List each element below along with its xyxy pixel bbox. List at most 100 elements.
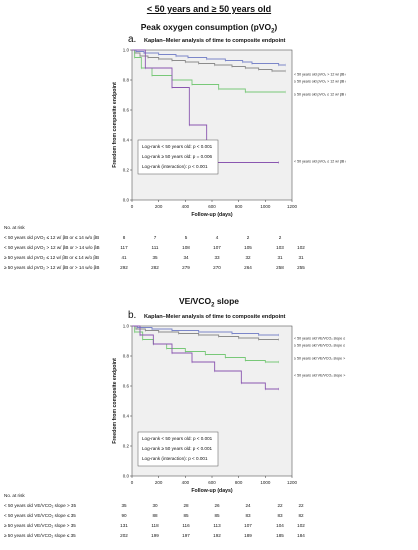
x-tick-label: 200 [155, 480, 163, 485]
logrank-box [137, 139, 219, 175]
series-label-1: < 50 years old pVO₂ > 12 w/ βB or > 14 w… [294, 73, 346, 77]
risk-cell: 192 [213, 533, 221, 538]
risk-cell: 83 [245, 513, 251, 518]
risk-row-label: ≥ 50 years old VE/VCO₂ slope > 35 [4, 523, 76, 528]
risk-cell: 102 [297, 523, 305, 528]
panel-b-title-sub: 2 [211, 302, 215, 309]
risk-cell: 35 [121, 503, 127, 508]
series-label-4: < 50 years old pVO₂ ≤ 12 w/ βB or ≤ 14 w… [294, 160, 346, 164]
x-tick-label: 400 [182, 480, 190, 485]
risk-row-label: < 50 years old VE/VCO₂ slope > 35 [4, 503, 77, 508]
risk-cell: 41 [121, 255, 127, 260]
risk-cell: 2 [278, 235, 282, 240]
x-tick-label: 800 [235, 204, 243, 209]
series-line-2 [132, 49, 286, 72]
risk-cell: 35 [152, 255, 158, 260]
risk-cell: 82 [298, 513, 304, 518]
y-tick-label: 0.6 [123, 384, 130, 389]
logrank-line-1: Log-rank < 50 years old: p < 0.001 [142, 436, 213, 441]
series-label-2: ≥ 50 years old pVO₂ > 12 w/ βB or > 14 w… [294, 80, 346, 84]
panel-b-title-end: slope [214, 296, 240, 306]
x-axis-label: Follow-up (days) [191, 488, 232, 494]
risk-cell: 185 [276, 533, 284, 538]
risk-cell: 28 [183, 503, 189, 508]
x-tick-label: 0 [131, 480, 134, 485]
risk-cell: 199 [151, 533, 159, 538]
logrank-box [137, 431, 219, 467]
x-tick-label: 1000 [260, 204, 271, 209]
risk-cell: 279 [182, 265, 190, 270]
series-label-3: ≥ 50 years old VE/VCO₂ slope > 35 [294, 357, 346, 361]
y-tick-label: 1.0 [123, 324, 130, 329]
risk-cell: 102 [297, 245, 305, 250]
risk-header: No. at risk [4, 493, 25, 498]
risk-row-label: < 50 years old pVO₂ ≤ 12 w/ βB or ≤ 14 w… [4, 235, 100, 240]
y-tick-label: 0.6 [123, 108, 130, 113]
risk-cell: 111 [151, 245, 159, 250]
risk-cell: 5 [184, 235, 188, 240]
y-axis-label: Freedom from composite endpoint [112, 358, 118, 444]
logrank-line-1: Log-rank < 50 years old: p < 0.001 [142, 144, 213, 149]
panel-b-chart: 0.0 0.2 0.4 0.6 0.8 1.0 0 200 400 600 800 1000 1200 F… [112, 324, 346, 495]
y-tick-label: 0.0 [123, 474, 130, 479]
risk-cell: 24 [245, 503, 251, 508]
risk-cell: 83 [277, 513, 283, 518]
x-tick-label: 0 [131, 204, 134, 209]
x-tick-label: 600 [208, 480, 216, 485]
risk-cell: 85 [214, 513, 220, 518]
logrank-line-2: Log-rank ≥ 50 years old: p < 0.001 [142, 446, 213, 451]
x-tick-label: 200 [155, 204, 163, 209]
x-tick-label: 800 [235, 480, 243, 485]
risk-cell: 90 [121, 513, 127, 518]
risk-cell: 184 [297, 533, 305, 538]
risk-cell: 85 [183, 513, 189, 518]
risk-cell: 116 [182, 523, 190, 528]
y-tick-label: 0.8 [123, 354, 130, 359]
panel-a-title-end: ) [274, 22, 278, 32]
risk-cell: 32 [245, 255, 251, 260]
series-label-2: ≥ 50 years old VE/VCO₂ slope ≤ 35 [294, 344, 346, 348]
risk-cell: 107 [213, 245, 221, 250]
series-label-3: ≥ 50 years old pVO₂ ≤ 12 w/ βB or ≤ 14 w… [294, 93, 346, 97]
risk-cell: 108 [182, 245, 190, 250]
risk-cell: 255 [297, 265, 305, 270]
panel-b-km-title: Kaplan–Meier analysis of time to composi… [144, 314, 286, 320]
risk-cell: 105 [244, 245, 252, 250]
risk-cell: 292 [120, 265, 128, 270]
y-tick-label: 0.0 [123, 198, 130, 203]
series-label-4: < 50 years old VE/VCO₂ slope > 35 [294, 374, 346, 378]
risk-cell: 197 [182, 533, 190, 538]
y-tick-label: 0.8 [123, 78, 130, 83]
x-tick-label: 400 [182, 204, 190, 209]
risk-row-label: ≥ 50 years old pVO₂ ≤ 12 w/ βB or ≤ 14 w… [4, 255, 100, 260]
risk-cell: 33 [214, 255, 220, 260]
panel-a-title-main: Peak oxygen consumption (pVO [140, 22, 272, 32]
risk-cell: 103 [276, 245, 284, 250]
risk-cell: 2 [246, 235, 250, 240]
page-title: < 50 years and ≥ 50 years old [146, 4, 272, 14]
risk-cell: 107 [244, 523, 252, 528]
y-tick-label: 0.2 [123, 444, 130, 449]
risk-row-label: ≥ 50 years old VE/VCO₂ slope ≤ 35 [4, 533, 76, 538]
risk-row-label: < 50 years old VE/VCO₂ slope ≤ 35 [4, 513, 76, 518]
panel-a-chart: 0.0 0.2 0.4 0.6 0.8 1.0 0 200 400 600 800 1000 1200 F… [112, 48, 346, 219]
risk-cell: 88 [152, 513, 158, 518]
risk-cell: 7 [153, 235, 157, 240]
x-tick-label: 600 [208, 204, 216, 209]
series-line-4 [132, 325, 279, 390]
risk-cell: 258 [276, 265, 284, 270]
y-axis-label: Freedom from composite endpoint [112, 82, 118, 168]
risk-cell: 202 [120, 533, 128, 538]
risk-cell: 270 [213, 265, 221, 270]
risk-cell: 131 [120, 523, 128, 528]
logrank-line-2: Log-rank ≥ 50 years old: p = 0.006 [142, 154, 213, 159]
x-tick-label: 1200 [287, 204, 298, 209]
risk-cell: 26 [214, 503, 220, 508]
risk-cell: 189 [244, 533, 252, 538]
risk-cell: 30 [152, 503, 158, 508]
risk-row-label: ≥ 50 years old pVO₂ > 12 w/ βB or > 14 w… [4, 265, 100, 270]
x-tick-label: 1000 [260, 480, 271, 485]
y-tick-label: 0.4 [123, 138, 130, 143]
plot-area [131, 49, 293, 201]
risk-cell: 8 [122, 235, 126, 240]
